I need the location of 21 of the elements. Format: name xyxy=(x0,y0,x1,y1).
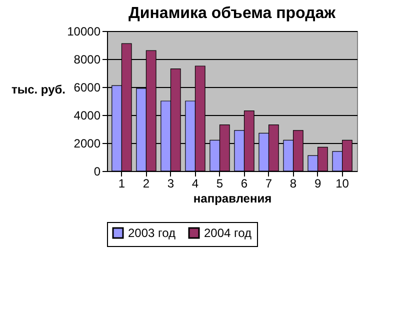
y-tick-label: 2000 xyxy=(74,136,101,150)
y-tick-label: 0 xyxy=(94,164,101,178)
chart-title: Динамика объема продаж xyxy=(128,5,336,22)
x-tick-label: 6 xyxy=(240,176,248,190)
x-tick-label: 8 xyxy=(290,176,297,190)
x-tick-label: 2 xyxy=(142,176,150,190)
y-tick-label: 6000 xyxy=(74,80,101,94)
x-tick-label: 5 xyxy=(216,176,224,190)
y-tick-label: 10000 xyxy=(67,24,101,38)
x-tick-label: 9 xyxy=(314,176,322,190)
x-tick-label: 1 xyxy=(118,176,126,190)
x-tick-label: 3 xyxy=(167,176,174,190)
y-tick-label: 4000 xyxy=(74,108,101,122)
legend-label: 2004 год xyxy=(204,226,252,240)
y-tick-label: 8000 xyxy=(74,52,101,66)
x-tick-label: 7 xyxy=(265,176,272,190)
legend-label: 2003 год xyxy=(128,226,176,240)
x-tick-label: 4 xyxy=(192,176,199,190)
x-axis-title: направления xyxy=(193,192,272,206)
x-tick-label: 10 xyxy=(336,176,350,190)
y-axis-title: тыс. руб. xyxy=(11,82,66,96)
